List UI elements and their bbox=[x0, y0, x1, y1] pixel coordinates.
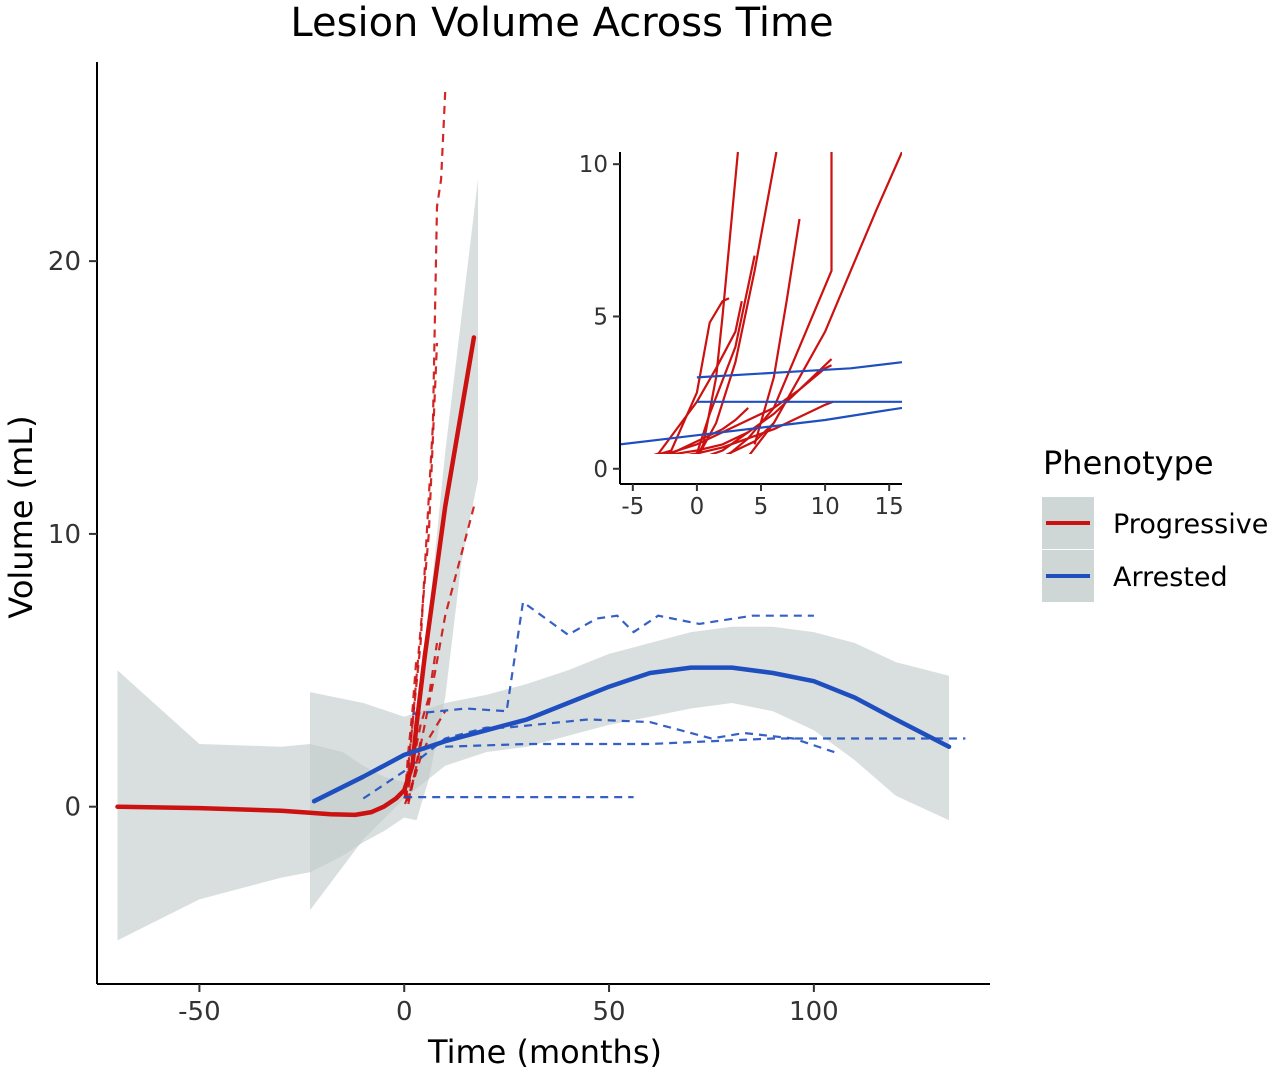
fitted-trends bbox=[115, 335, 952, 818]
legend-label-progressive: Progressive bbox=[1113, 509, 1268, 540]
y-tick-label: 10 bbox=[48, 520, 81, 550]
fit-line-progressive bbox=[115, 335, 477, 818]
inset-y-tick-label: 5 bbox=[593, 304, 608, 330]
inset-x-tick-label: 15 bbox=[875, 494, 904, 520]
confidence-band-progressive bbox=[117, 179, 478, 941]
confidence-bands bbox=[117, 179, 949, 941]
x-tick-label: -50 bbox=[178, 997, 220, 1027]
inset-trajectory-arrested-17 bbox=[697, 457, 902, 460]
inset-x-tick-label: 0 bbox=[690, 494, 705, 520]
trajectory-progressive-3 bbox=[403, 656, 418, 796]
x-axis-title: Time (months) bbox=[427, 1033, 662, 1071]
inset-x-tick-label: -5 bbox=[621, 494, 644, 520]
trajectory-progressive-1 bbox=[404, 342, 439, 794]
inset-trajectory-progressive-12 bbox=[667, 431, 749, 454]
trajectory-progressive-0 bbox=[405, 91, 447, 799]
inset-y-tick-label: 0 bbox=[593, 457, 608, 483]
x-tick-label: 50 bbox=[592, 997, 625, 1027]
x-tick-label: 0 bbox=[396, 997, 413, 1027]
inset-trajectory-progressive-4 bbox=[653, 300, 743, 454]
inset-plot: -5 0 5 10 15 0 5 10 bbox=[579, 152, 904, 520]
y-tick-label: 20 bbox=[48, 247, 81, 277]
y-axis-title: Volume (mL) bbox=[2, 415, 40, 618]
legend: Phenotype Progressive Arrested bbox=[1042, 444, 1268, 602]
inset-background bbox=[620, 152, 902, 452]
trajectory-progressive-4 bbox=[405, 642, 439, 802]
inset-trajectory-progressive-2 bbox=[727, 152, 833, 454]
y-tick-label: 0 bbox=[64, 793, 81, 823]
legend-entry-arrested: Arrested bbox=[1042, 550, 1228, 602]
chart-title: Lesion Volume Across Time bbox=[290, 0, 833, 46]
x-tick-label: 100 bbox=[789, 997, 839, 1027]
inset-trajectory-arrested-14 bbox=[696, 361, 902, 379]
inset-trajectory-progressive-6 bbox=[655, 297, 730, 454]
legend-entry-progressive: Progressive bbox=[1042, 497, 1268, 549]
trajectory-arrested-10 bbox=[445, 737, 966, 748]
inset-x-tick-label: 10 bbox=[810, 494, 839, 520]
inset-ticks: -5 0 5 10 15 0 5 10 bbox=[579, 152, 904, 520]
inset-trajectory-progressive-13 bbox=[725, 422, 775, 454]
inset-trajectory-arrested-16 bbox=[620, 406, 902, 446]
main-axes bbox=[96, 62, 990, 985]
inset-y-tick-label: 10 bbox=[579, 152, 608, 178]
legend-title: Phenotype bbox=[1043, 444, 1214, 482]
inset-trajectory-progressive-10 bbox=[686, 400, 834, 454]
inset-x-tick-label: 5 bbox=[754, 494, 769, 520]
inset-trajectories bbox=[620, 152, 902, 460]
inset-trajectory-progressive-11 bbox=[664, 407, 749, 454]
inset-trajectory-progressive-8 bbox=[709, 358, 833, 454]
trajectory-arrested-9 bbox=[362, 718, 835, 800]
fit-line-arrested bbox=[311, 665, 952, 804]
inset-trajectory-progressive-7 bbox=[753, 218, 801, 445]
legend-label-arrested: Arrested bbox=[1113, 562, 1228, 593]
confidence-band-arrested bbox=[310, 626, 949, 911]
trajectory-arrested-8 bbox=[412, 600, 814, 715]
